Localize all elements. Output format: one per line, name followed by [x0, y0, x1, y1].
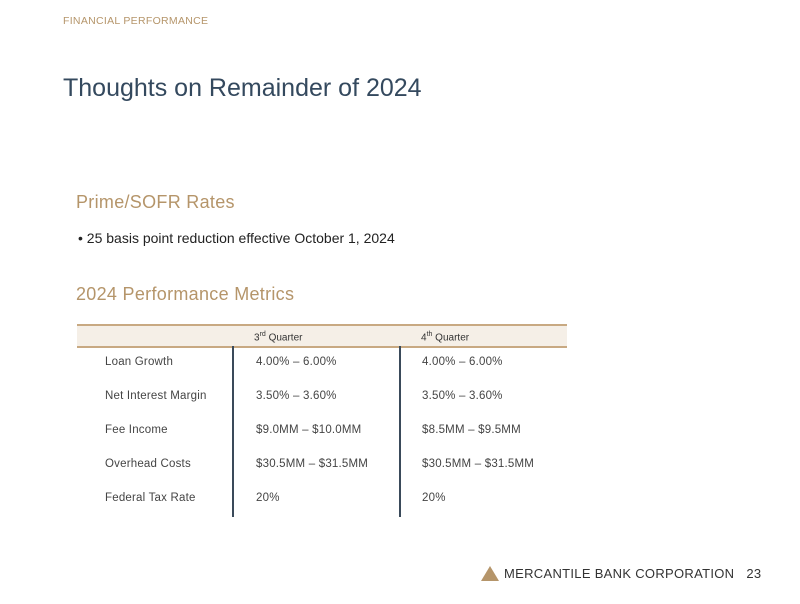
prime-heading: Prime/SOFR Rates — [76, 192, 235, 212]
company-name: MERCANTILE BANK CORPORATION — [504, 566, 735, 581]
cell-q4: 3.50% – 3.60% — [422, 390, 503, 402]
page-number: 23 — [746, 566, 762, 581]
column-divider — [399, 346, 401, 517]
column-header-q4: 4th Quarter — [421, 331, 470, 344]
logo-triangle-icon — [481, 566, 499, 581]
row-label: Overhead Costs — [105, 458, 191, 470]
row-label: Fee Income — [105, 424, 168, 436]
cell-q4: 20% — [422, 492, 446, 504]
row-label: Federal Tax Rate — [105, 492, 196, 504]
cell-q3: $9.0MM – $10.0MM — [256, 424, 362, 436]
cell-q3: 20% — [256, 492, 280, 504]
row-label: Net Interest Margin — [105, 390, 207, 402]
metrics-heading: 2024 Performance Metrics — [76, 284, 295, 304]
column-header-q3: 3rd Quarter — [254, 331, 303, 344]
row-label: Loan Growth — [105, 356, 174, 368]
cell-q4: 4.00% – 6.00% — [422, 356, 503, 368]
cell-q3: $30.5MM – $31.5MM — [256, 458, 369, 470]
bullet-text: 25 basis point reduction effective Octob… — [86, 230, 395, 246]
cell-q4: $8.5MM – $9.5MM — [422, 424, 521, 436]
table-header: 3rd Quarter 4th Quarter — [77, 324, 567, 348]
cell-q4: $30.5MM – $31.5MM — [422, 458, 535, 470]
bullet-item: • 25 basis point reduction effective Oct… — [78, 230, 395, 246]
footer: MERCANTILE BANK CORPORATION 23 — [504, 566, 761, 581]
page-title: Thoughts on Remainder of 2024 — [63, 74, 422, 102]
cell-q3: 4.00% – 6.00% — [256, 356, 337, 368]
section-label: FINANCIAL PERFORMANCE — [63, 15, 209, 27]
column-divider — [232, 346, 234, 517]
cell-q3: 3.50% – 3.60% — [256, 390, 337, 402]
